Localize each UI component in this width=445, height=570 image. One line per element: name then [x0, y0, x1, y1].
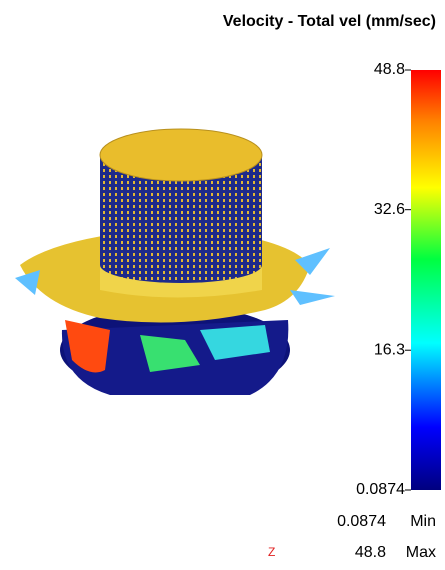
colorbar-tick-label: 48.8: [374, 61, 405, 78]
min-label: Min: [410, 513, 436, 530]
max-value: 48.8: [355, 544, 386, 561]
colorbar-tick-label: 32.6: [374, 201, 405, 218]
axis-triad-label: Z: [268, 545, 275, 559]
cylinder-top: [100, 129, 262, 181]
color-bar: [411, 70, 441, 490]
result-view: Velocity - Total vel (mm/sec) Z Min Max …: [0, 0, 445, 570]
colorbar-tick-label: 16.3: [374, 341, 405, 358]
max-label: Max: [406, 544, 436, 561]
model: [15, 129, 335, 395]
legend-title: Velocity - Total vel (mm/sec): [223, 13, 436, 30]
viewport: Velocity - Total vel (mm/sec) Z Min Max …: [0, 0, 445, 570]
min-value: 0.0874: [337, 513, 386, 530]
cylinder-bottom: [100, 247, 262, 283]
colorbar-tick-label: 0.0874: [356, 481, 405, 498]
